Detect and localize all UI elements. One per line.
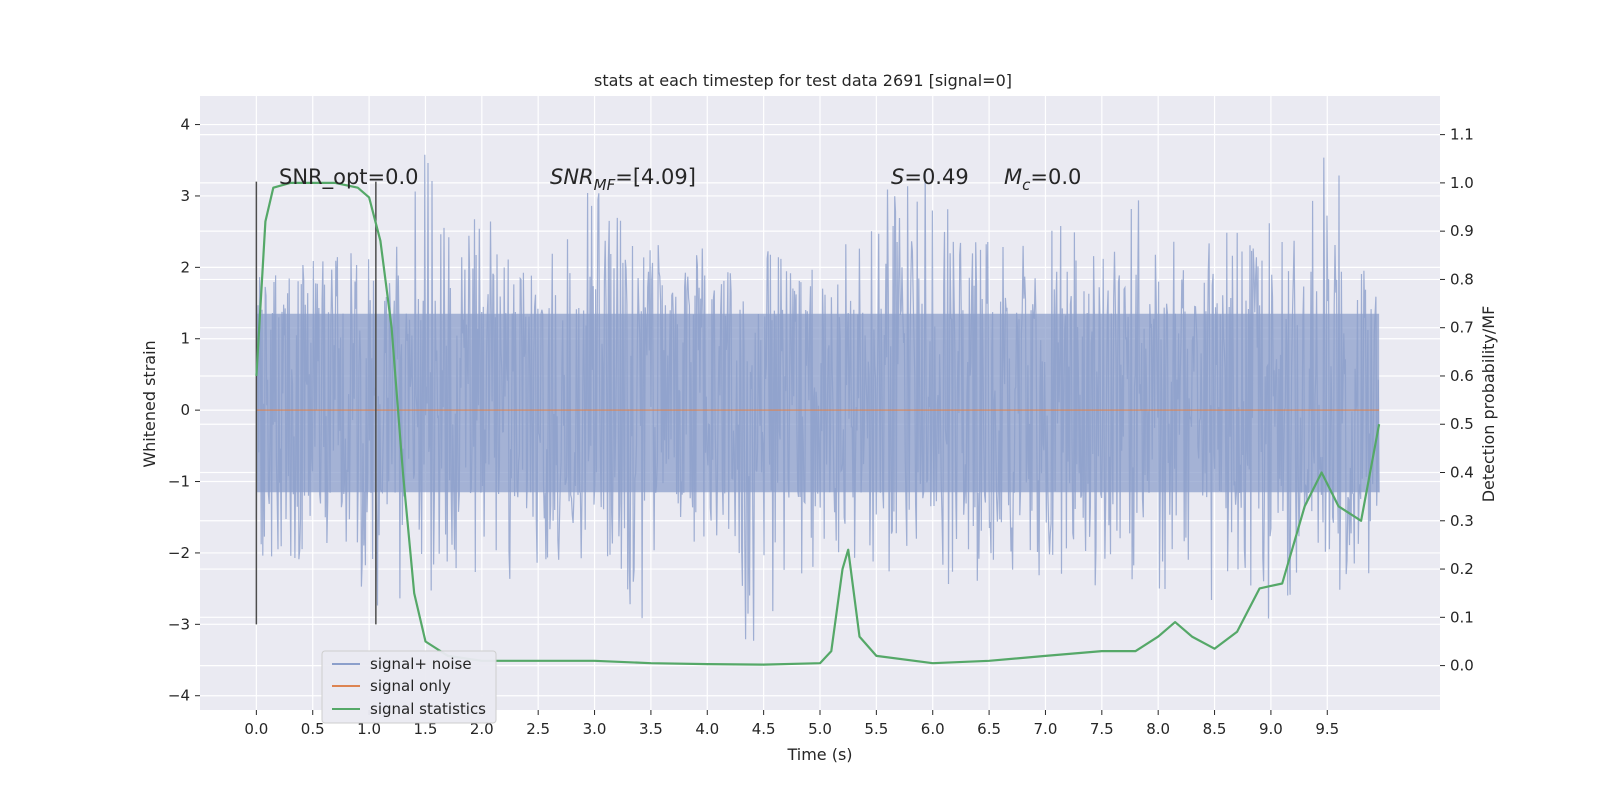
x-tick-label-14: 7.0 [1034, 720, 1058, 738]
plot-area [200, 96, 1440, 710]
statistics-line [255, 181, 1381, 666]
y-right-axis-label: Detection probability/MF [1479, 306, 1498, 503]
x-tick-label-6: 3.0 [583, 720, 607, 738]
vertical-markers [255, 181, 377, 625]
y-left-tick-label-4: 0 [180, 401, 190, 419]
legend-label-signal-only: signal only [370, 677, 451, 695]
y-right-tick-label-2: 0.9 [1450, 222, 1474, 240]
x-tick-label-1: 0.5 [301, 720, 325, 738]
annotation-mc-value: =0.0 [1030, 165, 1081, 189]
x-tick-label-17: 8.5 [1203, 720, 1227, 738]
series-signal-noise [255, 154, 1380, 641]
x-tick-label-3: 1.5 [414, 720, 438, 738]
x-tick-label-9: 4.5 [752, 720, 776, 738]
legend: signal+ noise signal only signal statist… [321, 650, 497, 724]
annotation-snr-mf-subscript: MF [594, 176, 616, 194]
noise-line [255, 154, 1380, 641]
y-right-tick-label-5: 0.6 [1450, 367, 1474, 385]
x-tick-label-2: 1.0 [357, 720, 381, 738]
y-right-tick-label-1: 1.0 [1450, 174, 1474, 192]
legend-label-signal-statistics: signal statistics [370, 700, 486, 718]
annotation-snr-mf-value: =[4.09] [615, 165, 696, 189]
x-tick-label-0: 0.0 [244, 720, 268, 738]
annotation-snr-mf: SNRMF=[4.09] [550, 165, 696, 194]
y-right-tick-label-3: 0.8 [1450, 270, 1474, 288]
chart-title: stats at each timestep for test data 269… [594, 71, 1012, 90]
x-tick-label-19: 9.5 [1315, 720, 1339, 738]
y-left-tick-label-8: −4 [168, 687, 190, 705]
y-right-tick-label-8: 0.3 [1450, 512, 1474, 530]
annotation-snr-mf-label: SNR [550, 165, 594, 189]
annotation-mc: Mc=0.0 [1004, 165, 1081, 194]
y-left-tick-label-5: −1 [168, 473, 190, 491]
y-left-tick-label-0: 4 [180, 116, 190, 134]
x-tick-label-5: 2.5 [526, 720, 550, 738]
annotation-s-label: S [891, 165, 904, 189]
y-left-axis-ticks: 4 3 2 1 0 −1 −2 −3 −4 [168, 116, 200, 705]
x-tick-label-15: 7.5 [1090, 720, 1114, 738]
y-left-tick-label-3: 1 [180, 330, 190, 348]
x-tick-label-13: 6.5 [977, 720, 1001, 738]
x-tick-label-12: 6.0 [921, 720, 945, 738]
legend-label-signal-noise: signal+ noise [370, 655, 472, 673]
y-left-tick-label-6: −2 [168, 544, 190, 562]
annotation-mc-subscript: c [1022, 176, 1031, 194]
x-tick-label-18: 9.0 [1259, 720, 1283, 738]
annotation-s-value: =0.49 [904, 165, 968, 189]
y-right-tick-label-10: 0.1 [1450, 608, 1474, 626]
x-tick-label-16: 8.0 [1146, 720, 1170, 738]
y-left-axis-label: Whitened strain [140, 340, 159, 467]
y-right-tick-label-9: 0.2 [1450, 560, 1474, 578]
y-right-tick-label-0: 1.1 [1450, 126, 1474, 144]
annotations: SNR_opt=0.0 SNRMF=[4.09] S=0.49 Mc=0.0 [279, 165, 1081, 194]
annotation-snr-opt: SNR_opt=0.0 [279, 165, 419, 190]
x-tick-label-7: 3.5 [639, 720, 663, 738]
x-tick-label-10: 5.0 [808, 720, 832, 738]
y-right-tick-label-7: 0.4 [1450, 464, 1474, 482]
legend-box [321, 650, 497, 724]
y-right-tick-label-4: 0.7 [1450, 319, 1474, 337]
annotation-mc-label: M [1004, 165, 1022, 189]
y-right-tick-label-6: 0.5 [1450, 415, 1474, 433]
x-axis-label: Time (s) [786, 745, 852, 764]
x-axis-ticks: 0.0 0.5 1.0 1.5 2.0 2.5 3.0 3.5 4.0 4.5 5.0 5.5 6.0 6… [244, 710, 1339, 738]
x-tick-label-11: 5.5 [864, 720, 888, 738]
y-left-tick-label-2: 2 [180, 258, 190, 276]
annotation-s: S=0.49 [891, 165, 969, 189]
x-tick-label-8: 4.0 [695, 720, 719, 738]
y-left-tick-label-7: −3 [168, 615, 190, 633]
x-tick-label-4: 2.0 [470, 720, 494, 738]
series-signal-statistics [255, 181, 1381, 666]
y-right-axis-ticks: 1.1 1.0 0.9 0.8 0.7 0.6 0.5 0.4 0.3 0.2 0.1 0.0 [1440, 126, 1474, 675]
y-right-tick-label-11: 0.0 [1450, 657, 1474, 675]
y-left-tick-label-1: 3 [180, 187, 190, 205]
